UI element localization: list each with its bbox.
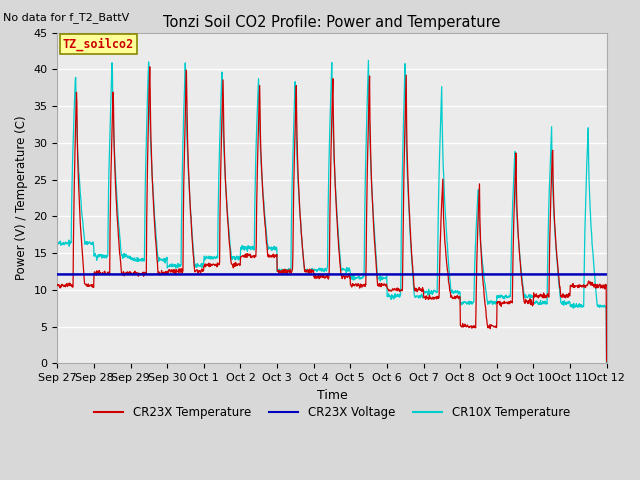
CR23X Voltage bbox=[176, 272, 184, 277]
Line: CR23X Temperature: CR23X Temperature bbox=[58, 67, 607, 361]
CR23X Voltage bbox=[163, 272, 170, 277]
CR10X Temperature bbox=[418, 291, 426, 297]
CR23X Temperature bbox=[146, 64, 154, 70]
CR23X Temperature bbox=[418, 287, 426, 292]
Text: TZ_soilco2: TZ_soilco2 bbox=[63, 37, 134, 51]
CR10X Temperature bbox=[538, 301, 545, 307]
CR23X Temperature bbox=[163, 270, 170, 276]
CR10X Temperature bbox=[163, 256, 170, 262]
CR10X Temperature bbox=[490, 301, 497, 307]
CR23X Temperature bbox=[176, 268, 184, 274]
CR10X Temperature bbox=[365, 58, 372, 63]
CR23X Voltage bbox=[237, 272, 245, 277]
Text: No data for f_T2_BattV: No data for f_T2_BattV bbox=[3, 12, 129, 23]
CR23X Temperature bbox=[603, 359, 611, 364]
CR23X Voltage bbox=[603, 272, 611, 277]
CR23X Temperature bbox=[237, 253, 245, 259]
CR10X Temperature bbox=[603, 360, 611, 366]
CR23X Temperature bbox=[54, 282, 61, 288]
CR23X Voltage bbox=[417, 272, 425, 277]
CR23X Voltage bbox=[54, 272, 61, 277]
CR23X Voltage bbox=[538, 272, 545, 277]
CR10X Temperature bbox=[54, 240, 61, 246]
CR10X Temperature bbox=[237, 244, 245, 250]
CR10X Temperature bbox=[176, 263, 184, 268]
X-axis label: Time: Time bbox=[317, 389, 348, 402]
CR23X Temperature bbox=[490, 324, 497, 329]
CR23X Voltage bbox=[489, 272, 497, 277]
Title: Tonzi Soil CO2 Profile: Power and Temperature: Tonzi Soil CO2 Profile: Power and Temper… bbox=[163, 15, 500, 30]
Legend: CR23X Temperature, CR23X Voltage, CR10X Temperature: CR23X Temperature, CR23X Voltage, CR10X … bbox=[89, 401, 575, 424]
Y-axis label: Power (V) / Temperature (C): Power (V) / Temperature (C) bbox=[15, 116, 28, 280]
CR23X Temperature bbox=[538, 292, 545, 298]
Line: CR10X Temperature: CR10X Temperature bbox=[58, 60, 607, 363]
